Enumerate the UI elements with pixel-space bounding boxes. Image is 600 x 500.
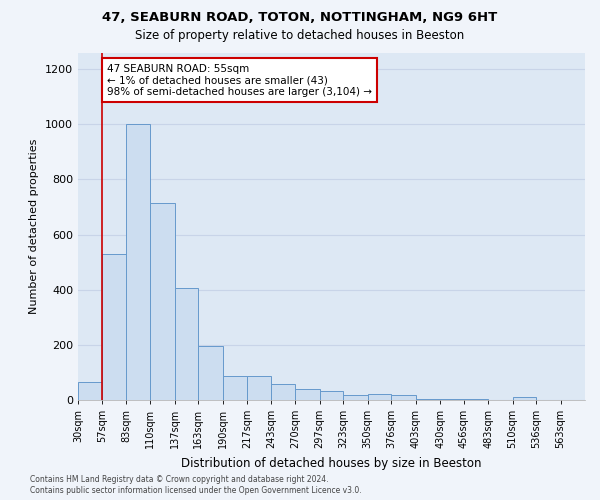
Text: Size of property relative to detached houses in Beeston: Size of property relative to detached ho… bbox=[136, 29, 464, 42]
Bar bbox=[391, 396, 416, 400]
Bar bbox=[271, 384, 295, 400]
Bar bbox=[151, 203, 175, 400]
Bar bbox=[343, 396, 368, 400]
Bar bbox=[416, 398, 440, 400]
Text: Contains HM Land Registry data © Crown copyright and database right 2024.: Contains HM Land Registry data © Crown c… bbox=[30, 475, 329, 484]
Bar bbox=[199, 346, 223, 400]
Text: 47 SEABURN ROAD: 55sqm
← 1% of detached houses are smaller (43)
98% of semi-deta: 47 SEABURN ROAD: 55sqm ← 1% of detached … bbox=[107, 64, 372, 96]
Bar bbox=[464, 398, 488, 400]
Bar bbox=[320, 391, 343, 400]
Bar bbox=[247, 376, 271, 400]
Bar bbox=[223, 376, 247, 400]
Bar bbox=[175, 288, 199, 400]
Bar bbox=[368, 394, 391, 400]
Bar bbox=[440, 398, 464, 400]
Bar bbox=[295, 389, 320, 400]
Text: 47, SEABURN ROAD, TOTON, NOTTINGHAM, NG9 6HT: 47, SEABURN ROAD, TOTON, NOTTINGHAM, NG9… bbox=[103, 11, 497, 24]
Text: Contains public sector information licensed under the Open Government Licence v3: Contains public sector information licen… bbox=[30, 486, 362, 495]
Bar bbox=[78, 382, 103, 400]
Bar bbox=[512, 397, 536, 400]
Bar bbox=[126, 124, 151, 400]
X-axis label: Distribution of detached houses by size in Beeston: Distribution of detached houses by size … bbox=[181, 456, 482, 469]
Y-axis label: Number of detached properties: Number of detached properties bbox=[29, 138, 40, 314]
Bar bbox=[103, 254, 126, 400]
